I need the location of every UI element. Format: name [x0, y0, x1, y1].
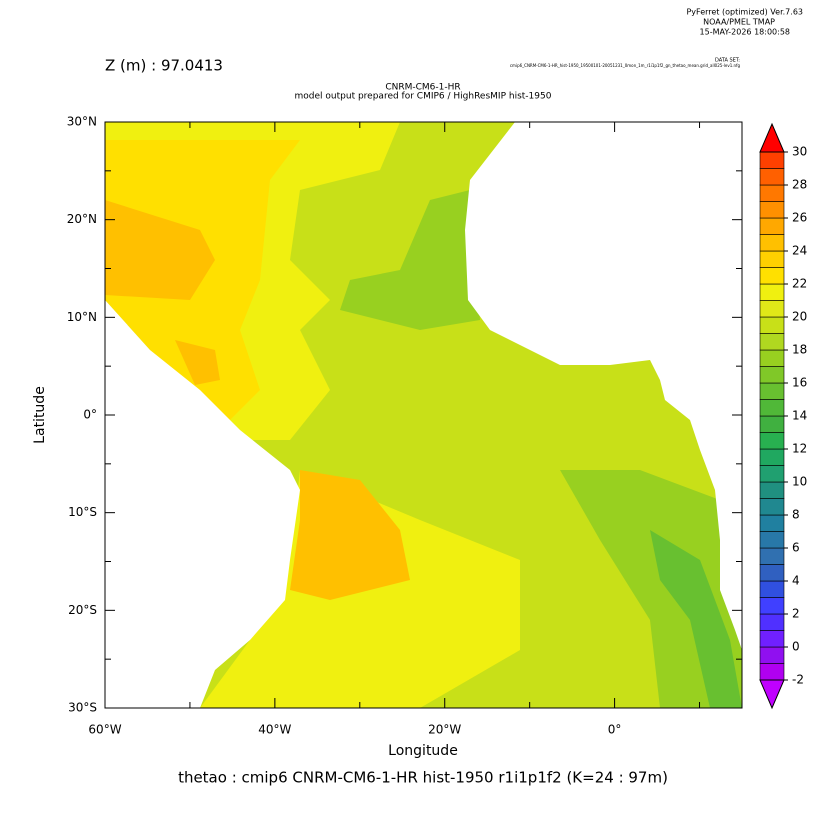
y-label: Latitude [32, 386, 48, 444]
y-tick-label: 30°N [67, 115, 97, 129]
colorbar-over [759, 122, 785, 153]
colorbar-band [759, 316, 785, 334]
colorbar-band [759, 217, 785, 235]
dataset: cmip6_CNRM-CM6-1-HR_hist-1950_19500101-2… [510, 63, 741, 68]
colorbar-label: 24 [792, 244, 807, 258]
y-tick-label: 20°N [67, 212, 97, 226]
colorbar-under [759, 679, 785, 710]
date: 15-MAY-2026 18:00:58 [700, 28, 790, 37]
colorbar-label: 20 [792, 310, 807, 324]
colorbar-band [759, 201, 785, 219]
colorbar-band [759, 613, 785, 631]
software: PyFerret (optimized) Ver.7.63 [686, 8, 803, 17]
org: NOAA/PMEL TMAP [703, 18, 775, 27]
colorbar-band [759, 151, 785, 169]
colorbar-label: 26 [792, 211, 807, 225]
colorbar-band [759, 531, 785, 549]
colorbar-band [759, 663, 785, 681]
colorbar-label: 28 [792, 178, 807, 192]
colorbar-band [759, 250, 785, 268]
colorbar-label: 16 [792, 376, 807, 390]
colorbar-label: 6 [792, 541, 800, 555]
colorbar-band [759, 349, 785, 367]
colorbar-band [759, 168, 785, 186]
colorbar-label: 10 [792, 475, 807, 489]
x-tick-label: 60°W [88, 723, 121, 737]
colorbar-band [759, 382, 785, 400]
colorbar-band [759, 267, 785, 285]
colorbar-band [759, 415, 785, 433]
colorbar-label: 18 [792, 343, 807, 357]
y-tick-label: 0° [83, 408, 97, 422]
colorbar-band [759, 646, 785, 664]
colorbar-band [759, 465, 785, 483]
colorbar-label: -2 [792, 673, 804, 687]
colorbar-band [759, 630, 785, 648]
colorbar-band [759, 564, 785, 582]
colorbar-label: 14 [792, 409, 807, 423]
colorbar-band [759, 366, 785, 384]
y-tick-label: 10°S [68, 505, 97, 519]
colorbar-band [759, 481, 785, 499]
y-tick-label: 30°S [68, 701, 97, 715]
colorbar-band [759, 283, 785, 301]
colorbar-band [759, 547, 785, 565]
depth-label: Z (m) : 97.0413 [105, 57, 223, 75]
colorbar-label: 0 [792, 640, 800, 654]
field [105, 122, 742, 708]
colorbar-label: 22 [792, 277, 807, 291]
colorbar-band [759, 498, 785, 516]
subtitle: model output prepared for CMIP6 / HighRe… [295, 92, 552, 102]
colorbar-band [759, 184, 785, 202]
colorbar-band [759, 300, 785, 318]
colorbar-band [759, 514, 785, 532]
colorbar-band [759, 580, 785, 598]
x-tick-label: 0° [608, 723, 622, 737]
title: CNRM-CM6-1-HR [385, 83, 460, 93]
colorbar-band [759, 432, 785, 450]
colorbar-label: 8 [792, 508, 800, 522]
colorbar-label: 30 [792, 145, 807, 159]
caption: thetao : cmip6 CNRM-CM6-1-HR hist-1950 r… [178, 769, 668, 787]
colorbar-band [759, 399, 785, 417]
x-tick-label: 20°W [428, 723, 461, 737]
colorbar-label: 2 [792, 607, 800, 621]
colorbar-band [759, 333, 785, 351]
x-label: Longitude [388, 743, 458, 759]
dataset-label: DATA SET: [715, 58, 740, 64]
x-tick-label: 40°W [258, 723, 291, 737]
colorbar-band [759, 234, 785, 252]
y-tick-label: 20°S [68, 603, 97, 617]
colorbar-label: 12 [792, 442, 807, 456]
y-tick-label: 10°N [67, 310, 97, 324]
colorbar-band [759, 597, 785, 615]
colorbar-label: 4 [792, 574, 800, 588]
colorbar-band [759, 448, 785, 466]
